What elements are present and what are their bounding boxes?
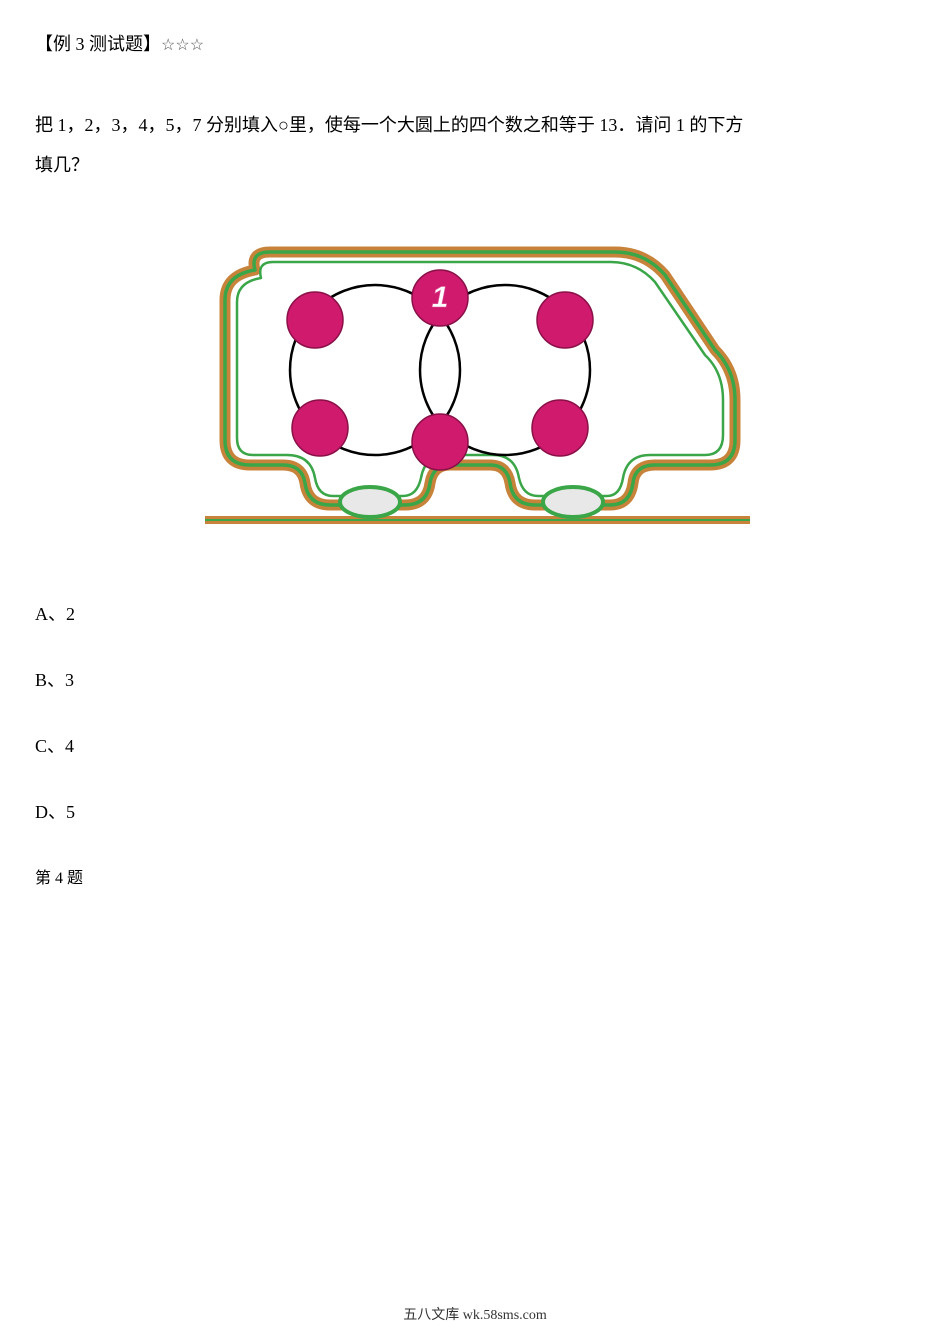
diagram-container: 1 [35,230,915,540]
svg-text:1: 1 [432,281,449,314]
header-title: 【例 3 测试题】 [35,34,161,54]
question-line-2: 填几？ [35,146,915,186]
option-d: D、5 [35,798,915,824]
bus-diagram: 1 [195,230,755,540]
question-text: 把 1，2，3，4，5，7 分别填入○里，使每一个大圆上的四个数之和等于 13．… [35,106,915,185]
question-header: 【例 3 测试题】☆☆☆ [35,30,915,56]
footer-text: 五八文库 wk.58sms.com [0,1304,950,1324]
options-list: A、2 B、3 C、4 D、5 [35,600,915,824]
difficulty-stars: ☆☆☆ [161,37,204,54]
option-a: A、2 [35,600,915,626]
option-c: C、4 [35,732,915,758]
question-line-1: 把 1，2，3，4，5，7 分别填入○里，使每一个大圆上的四个数之和等于 13．… [35,106,915,146]
question-number: 第 4 题 [35,864,915,888]
option-b: B、3 [35,666,915,692]
